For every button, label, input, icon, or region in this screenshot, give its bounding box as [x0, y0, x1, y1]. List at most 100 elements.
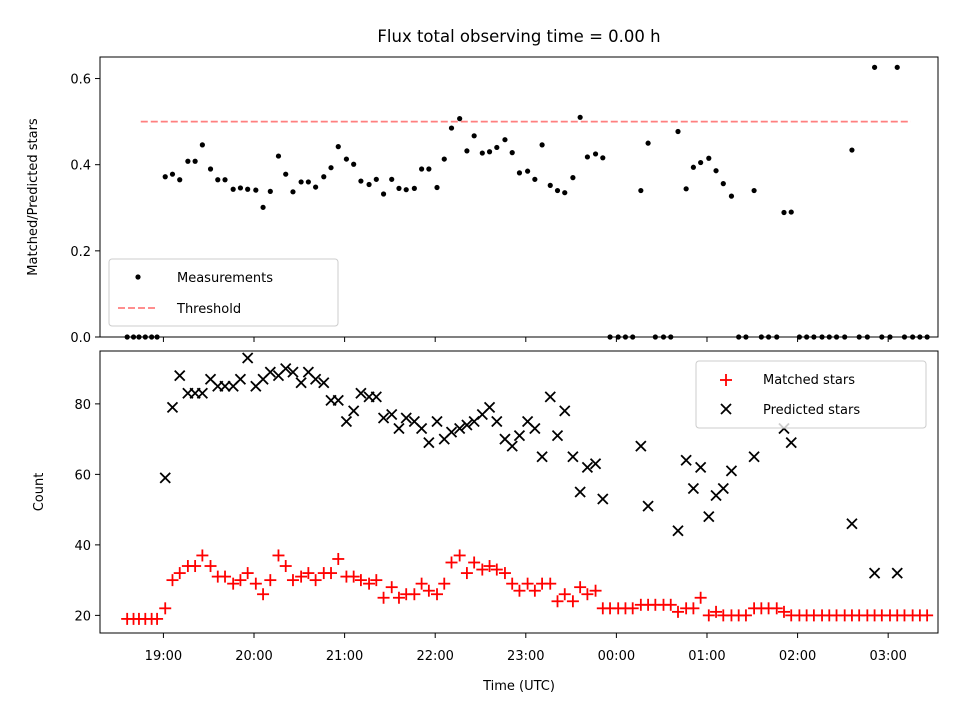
matched-point: [671, 605, 684, 618]
ratio-y-tick-label: 0.0: [70, 331, 91, 346]
predicted-point: [461, 419, 473, 431]
predicted-point: [725, 465, 738, 477]
measurement-point: [389, 176, 395, 182]
matched-point: [234, 574, 247, 587]
measurement-point: [486, 149, 493, 155]
measurement-point: [871, 64, 878, 70]
matched-point: [302, 567, 315, 580]
measurement-point: [366, 181, 372, 188]
ratio-panel: 0.0 0.2 0.4 0.6 Matched/Predicted stars Mea…: [26, 56, 939, 346]
predicted-point: [513, 429, 526, 442]
ratio-legend: Measurements Threshold: [108, 258, 339, 327]
matched-point: [777, 605, 790, 618]
measurement-point: [562, 190, 568, 196]
predicted-point: [454, 422, 466, 435]
predicted-point: [264, 366, 276, 378]
predicted-point: [868, 567, 881, 579]
measurement-point: [411, 185, 417, 191]
matched-point: [385, 581, 398, 594]
measurement-point: [592, 151, 599, 157]
matched-point: [770, 602, 783, 615]
legend-predicted-marker: [720, 403, 732, 415]
measurement-point: [516, 170, 523, 176]
measurement-point: [728, 193, 735, 199]
matched-point: [498, 567, 511, 580]
legend-threshold-label: Threshold: [176, 302, 241, 317]
predicted-point: [370, 391, 382, 403]
ratio-x-ticks: [162, 337, 889, 342]
measurement-point: [162, 174, 168, 180]
legend-measurements-marker: [135, 274, 141, 280]
matched-point: [354, 574, 367, 587]
matched-point: [506, 577, 519, 590]
measurement-point: [713, 168, 719, 174]
measurement-point: [690, 164, 696, 170]
predicted-point: [483, 401, 496, 414]
measurement-point: [781, 209, 787, 216]
measurement-point: [215, 177, 221, 183]
matched-point: [295, 570, 308, 583]
predicted-point: [309, 373, 322, 385]
measurement-point: [584, 154, 590, 160]
measurement-point: [245, 186, 251, 192]
measurement-point: [600, 155, 606, 161]
measurement-point: [434, 184, 440, 191]
matched-point: [370, 574, 383, 587]
predicted-point: [287, 366, 299, 378]
predicted-point: [166, 401, 179, 414]
measurement-point: [547, 182, 553, 188]
x-tick-label: 20:00: [235, 649, 272, 664]
measurement-point: [570, 175, 576, 181]
matched-point: [249, 577, 262, 590]
predicted-point: [785, 437, 797, 449]
predicted-point: [536, 451, 548, 463]
matched-point: [468, 556, 481, 569]
count-y-axis: 20 40 60 80: [74, 398, 100, 624]
measurement-point: [698, 159, 704, 166]
measurement-point: [321, 174, 327, 180]
measurement-point: [464, 148, 470, 154]
predicted-point: [377, 412, 390, 424]
predicted-point: [348, 405, 360, 417]
ratio-y-tick-label: 0.4: [70, 159, 91, 174]
predicted-point: [635, 440, 647, 452]
predicted-point: [544, 391, 556, 403]
count-x-axis: 19:00 20:00 21:00 22:00 23:00 00:00 01:00 02:00…: [145, 633, 907, 664]
measurement-point: [419, 166, 425, 172]
measurement-point: [532, 176, 538, 182]
matched-point: [490, 563, 503, 576]
predicted-point: [174, 370, 186, 382]
predicted-point: [567, 451, 579, 463]
predicted-point: [574, 486, 586, 498]
measurement-point: [645, 140, 651, 146]
measurement-point: [720, 181, 726, 187]
matched-point: [219, 570, 232, 583]
matched-point: [581, 588, 594, 601]
measurement-point: [502, 137, 508, 143]
measurement-point: [351, 161, 357, 167]
predicted-point: [687, 482, 700, 495]
measurement-point: [894, 64, 900, 70]
x-tick-label: 21:00: [326, 649, 363, 664]
matched-point: [664, 598, 677, 611]
measurement-point: [683, 186, 689, 192]
legend-measurements-label: Measurements: [177, 271, 273, 286]
predicted-point: [672, 525, 684, 537]
matched-point: [574, 581, 587, 594]
measurement-point: [305, 179, 311, 185]
matched-point: [151, 612, 164, 625]
measurement-point: [192, 158, 198, 164]
matched-point: [392, 591, 405, 604]
x-tick-label: 23:00: [507, 649, 544, 664]
matched-point: [521, 577, 534, 590]
measurement-point: [448, 125, 455, 131]
predicted-point: [415, 422, 428, 435]
measurement-point: [199, 142, 205, 148]
matched-point: [460, 567, 473, 580]
matched-point: [286, 574, 299, 587]
measurement-point: [253, 187, 259, 193]
matched-point: [264, 574, 277, 587]
matched-point: [204, 560, 217, 573]
matched-point: [710, 605, 723, 618]
matched-point: [551, 595, 564, 608]
